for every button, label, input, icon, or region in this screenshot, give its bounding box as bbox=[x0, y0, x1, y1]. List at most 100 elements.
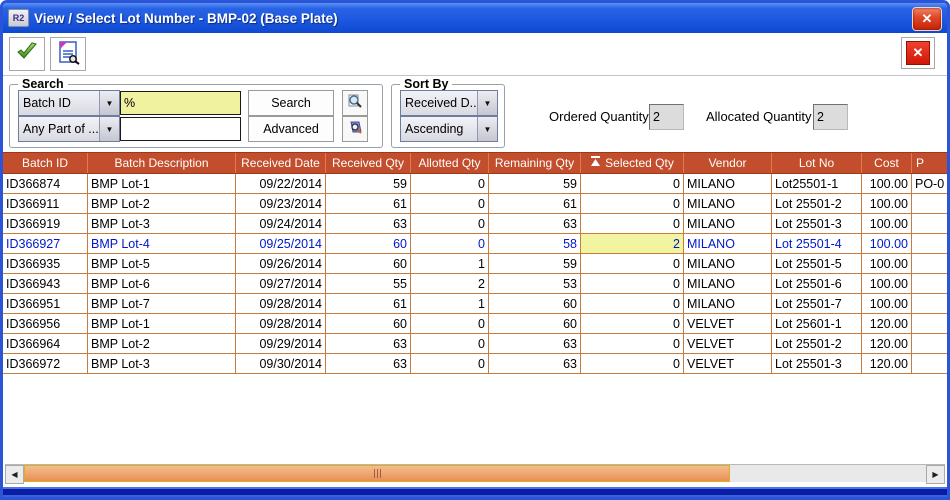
table-row[interactable]: ID366935 BMP Lot-5 09/26/2014 60 1 59 0 MILANO L… bbox=[3, 254, 947, 274]
scroll-right-arrow-icon[interactable]: ▶ bbox=[926, 465, 945, 484]
cell-po_no[interactable] bbox=[912, 234, 947, 253]
close-icon[interactable]: ✕ bbox=[912, 7, 942, 31]
cell-selected_qty[interactable]: 0 bbox=[581, 314, 684, 333]
cell-received_date[interactable]: 09/24/2014 bbox=[236, 214, 326, 233]
cell-cost[interactable]: 100.00 bbox=[862, 274, 912, 293]
cell-po_no[interactable] bbox=[912, 194, 947, 213]
cell-po_no[interactable] bbox=[912, 274, 947, 293]
cell-received_qty[interactable]: 60 bbox=[326, 314, 411, 333]
column-header-selected_qty[interactable]: Selected Qty bbox=[581, 153, 684, 173]
cell-lot_no[interactable]: Lot 25501-5 bbox=[772, 254, 862, 273]
scrollbar-thumb[interactable] bbox=[24, 465, 730, 482]
column-header-received_qty[interactable]: Received Qty bbox=[326, 153, 411, 173]
cell-lot_no[interactable]: Lot 25601-1 bbox=[772, 314, 862, 333]
cell-batch_id[interactable]: ID366919 bbox=[3, 214, 88, 233]
cell-selected_qty[interactable]: 2 bbox=[581, 234, 684, 253]
cell-received_qty[interactable]: 60 bbox=[326, 254, 411, 273]
cell-batch_description[interactable]: BMP Lot-3 bbox=[88, 354, 236, 373]
cell-batch_id[interactable]: ID366927 bbox=[3, 234, 88, 253]
cell-po_no[interactable] bbox=[912, 334, 947, 353]
cell-remaining_qty[interactable]: 60 bbox=[489, 294, 581, 313]
cell-po_no[interactable] bbox=[912, 214, 947, 233]
table-row[interactable]: ID366927 BMP Lot-4 09/25/2014 60 0 58 2 MILANO L… bbox=[3, 234, 947, 254]
cell-lot_no[interactable]: Lot 25501-4 bbox=[772, 234, 862, 253]
cell-remaining_qty[interactable]: 63 bbox=[489, 354, 581, 373]
cell-allotted_qty[interactable]: 1 bbox=[411, 254, 489, 273]
cell-received_qty[interactable]: 63 bbox=[326, 354, 411, 373]
table-row[interactable]: ID366951 BMP Lot-7 09/28/2014 61 1 60 0 MILANO L… bbox=[3, 294, 947, 314]
chevron-down-icon[interactable]: ▼ bbox=[99, 117, 119, 141]
cell-lot_no[interactable]: Lot 25501-7 bbox=[772, 294, 862, 313]
cell-allotted_qty[interactable]: 0 bbox=[411, 314, 489, 333]
cell-batch_description[interactable]: BMP Lot-2 bbox=[88, 334, 236, 353]
cell-vendor[interactable]: MILANO bbox=[684, 214, 772, 233]
cell-lot_no[interactable]: Lot 25501-2 bbox=[772, 194, 862, 213]
cell-received_date[interactable]: 09/26/2014 bbox=[236, 254, 326, 273]
sort-field-dropdown[interactable]: Received D... ▼ bbox=[400, 90, 498, 116]
cell-allotted_qty[interactable]: 0 bbox=[411, 354, 489, 373]
cell-batch_description[interactable]: BMP Lot-2 bbox=[88, 194, 236, 213]
cell-received_date[interactable]: 09/22/2014 bbox=[236, 174, 326, 193]
column-header-allotted_qty[interactable]: Allotted Qty bbox=[411, 153, 489, 173]
cell-cost[interactable]: 120.00 bbox=[862, 354, 912, 373]
cell-batch_description[interactable]: BMP Lot-1 bbox=[88, 174, 236, 193]
cell-received_qty[interactable]: 55 bbox=[326, 274, 411, 293]
cell-batch_description[interactable]: BMP Lot-6 bbox=[88, 274, 236, 293]
cell-received_date[interactable]: 09/29/2014 bbox=[236, 334, 326, 353]
cell-selected_qty[interactable]: 0 bbox=[581, 174, 684, 193]
exit-button[interactable]: ✕ bbox=[901, 37, 935, 69]
chevron-down-icon[interactable]: ▼ bbox=[477, 117, 497, 141]
cell-selected_qty[interactable]: 0 bbox=[581, 254, 684, 273]
cell-cost[interactable]: 120.00 bbox=[862, 334, 912, 353]
cell-received_date[interactable]: 09/28/2014 bbox=[236, 314, 326, 333]
cell-selected_qty[interactable]: 0 bbox=[581, 354, 684, 373]
cell-cost[interactable]: 100.00 bbox=[862, 174, 912, 193]
cell-received_qty[interactable]: 60 bbox=[326, 234, 411, 253]
advanced-button[interactable]: Advanced bbox=[248, 116, 334, 142]
cell-selected_qty[interactable]: 0 bbox=[581, 294, 684, 313]
table-row[interactable]: ID366964 BMP Lot-2 09/29/2014 63 0 63 0 VELVET L… bbox=[3, 334, 947, 354]
cell-po_no[interactable] bbox=[912, 254, 947, 273]
cell-vendor[interactable]: MILANO bbox=[684, 274, 772, 293]
cell-received_date[interactable]: 09/23/2014 bbox=[236, 194, 326, 213]
cell-selected_qty[interactable]: 0 bbox=[581, 334, 684, 353]
cell-received_date[interactable]: 09/30/2014 bbox=[236, 354, 326, 373]
cell-batch_description[interactable]: BMP Lot-1 bbox=[88, 314, 236, 333]
column-header-vendor[interactable]: Vendor bbox=[684, 153, 772, 173]
cell-allotted_qty[interactable]: 0 bbox=[411, 214, 489, 233]
cell-batch_description[interactable]: BMP Lot-7 bbox=[88, 294, 236, 313]
cell-vendor[interactable]: MILANO bbox=[684, 294, 772, 313]
scroll-left-arrow-icon[interactable]: ◀ bbox=[5, 465, 24, 484]
table-row[interactable]: ID366956 BMP Lot-1 09/28/2014 60 0 60 0 VELVET L… bbox=[3, 314, 947, 334]
cell-allotted_qty[interactable]: 0 bbox=[411, 334, 489, 353]
table-row[interactable]: ID366874 BMP Lot-1 09/22/2014 59 0 59 0 MILANO L… bbox=[3, 174, 947, 194]
cell-cost[interactable]: 100.00 bbox=[862, 294, 912, 313]
cell-vendor[interactable]: VELVET bbox=[684, 314, 772, 333]
cell-cost[interactable]: 120.00 bbox=[862, 314, 912, 333]
search-field-dropdown[interactable]: Batch ID ▼ bbox=[18, 90, 120, 116]
cell-received_qty[interactable]: 63 bbox=[326, 334, 411, 353]
cell-received_qty[interactable]: 61 bbox=[326, 294, 411, 313]
cell-lot_no[interactable]: Lot 25501-3 bbox=[772, 354, 862, 373]
column-header-po_no[interactable]: P bbox=[912, 153, 947, 173]
advanced-find-button[interactable] bbox=[342, 116, 368, 142]
cell-batch_id[interactable]: ID366951 bbox=[3, 294, 88, 313]
column-header-received_date[interactable]: Received Date bbox=[236, 153, 326, 173]
cell-lot_no[interactable]: Lot 25501-6 bbox=[772, 274, 862, 293]
column-header-remaining_qty[interactable]: Remaining Qty bbox=[489, 153, 581, 173]
cell-remaining_qty[interactable]: 59 bbox=[489, 174, 581, 193]
cell-batch_id[interactable]: ID366964 bbox=[3, 334, 88, 353]
cell-selected_qty[interactable]: 0 bbox=[581, 274, 684, 293]
cell-allotted_qty[interactable]: 0 bbox=[411, 194, 489, 213]
column-header-batch_id[interactable]: Batch ID bbox=[3, 153, 88, 173]
cell-remaining_qty[interactable]: 53 bbox=[489, 274, 581, 293]
search-button[interactable]: Search bbox=[248, 90, 334, 116]
cell-allotted_qty[interactable]: 0 bbox=[411, 234, 489, 253]
cell-batch_id[interactable]: ID366935 bbox=[3, 254, 88, 273]
cell-lot_no[interactable]: Lot25501-1 bbox=[772, 174, 862, 193]
cell-lot_no[interactable]: Lot 25501-3 bbox=[772, 214, 862, 233]
cell-cost[interactable]: 100.00 bbox=[862, 254, 912, 273]
cell-remaining_qty[interactable]: 63 bbox=[489, 334, 581, 353]
cell-po_no[interactable] bbox=[912, 314, 947, 333]
secondary-search-input[interactable] bbox=[120, 117, 241, 141]
